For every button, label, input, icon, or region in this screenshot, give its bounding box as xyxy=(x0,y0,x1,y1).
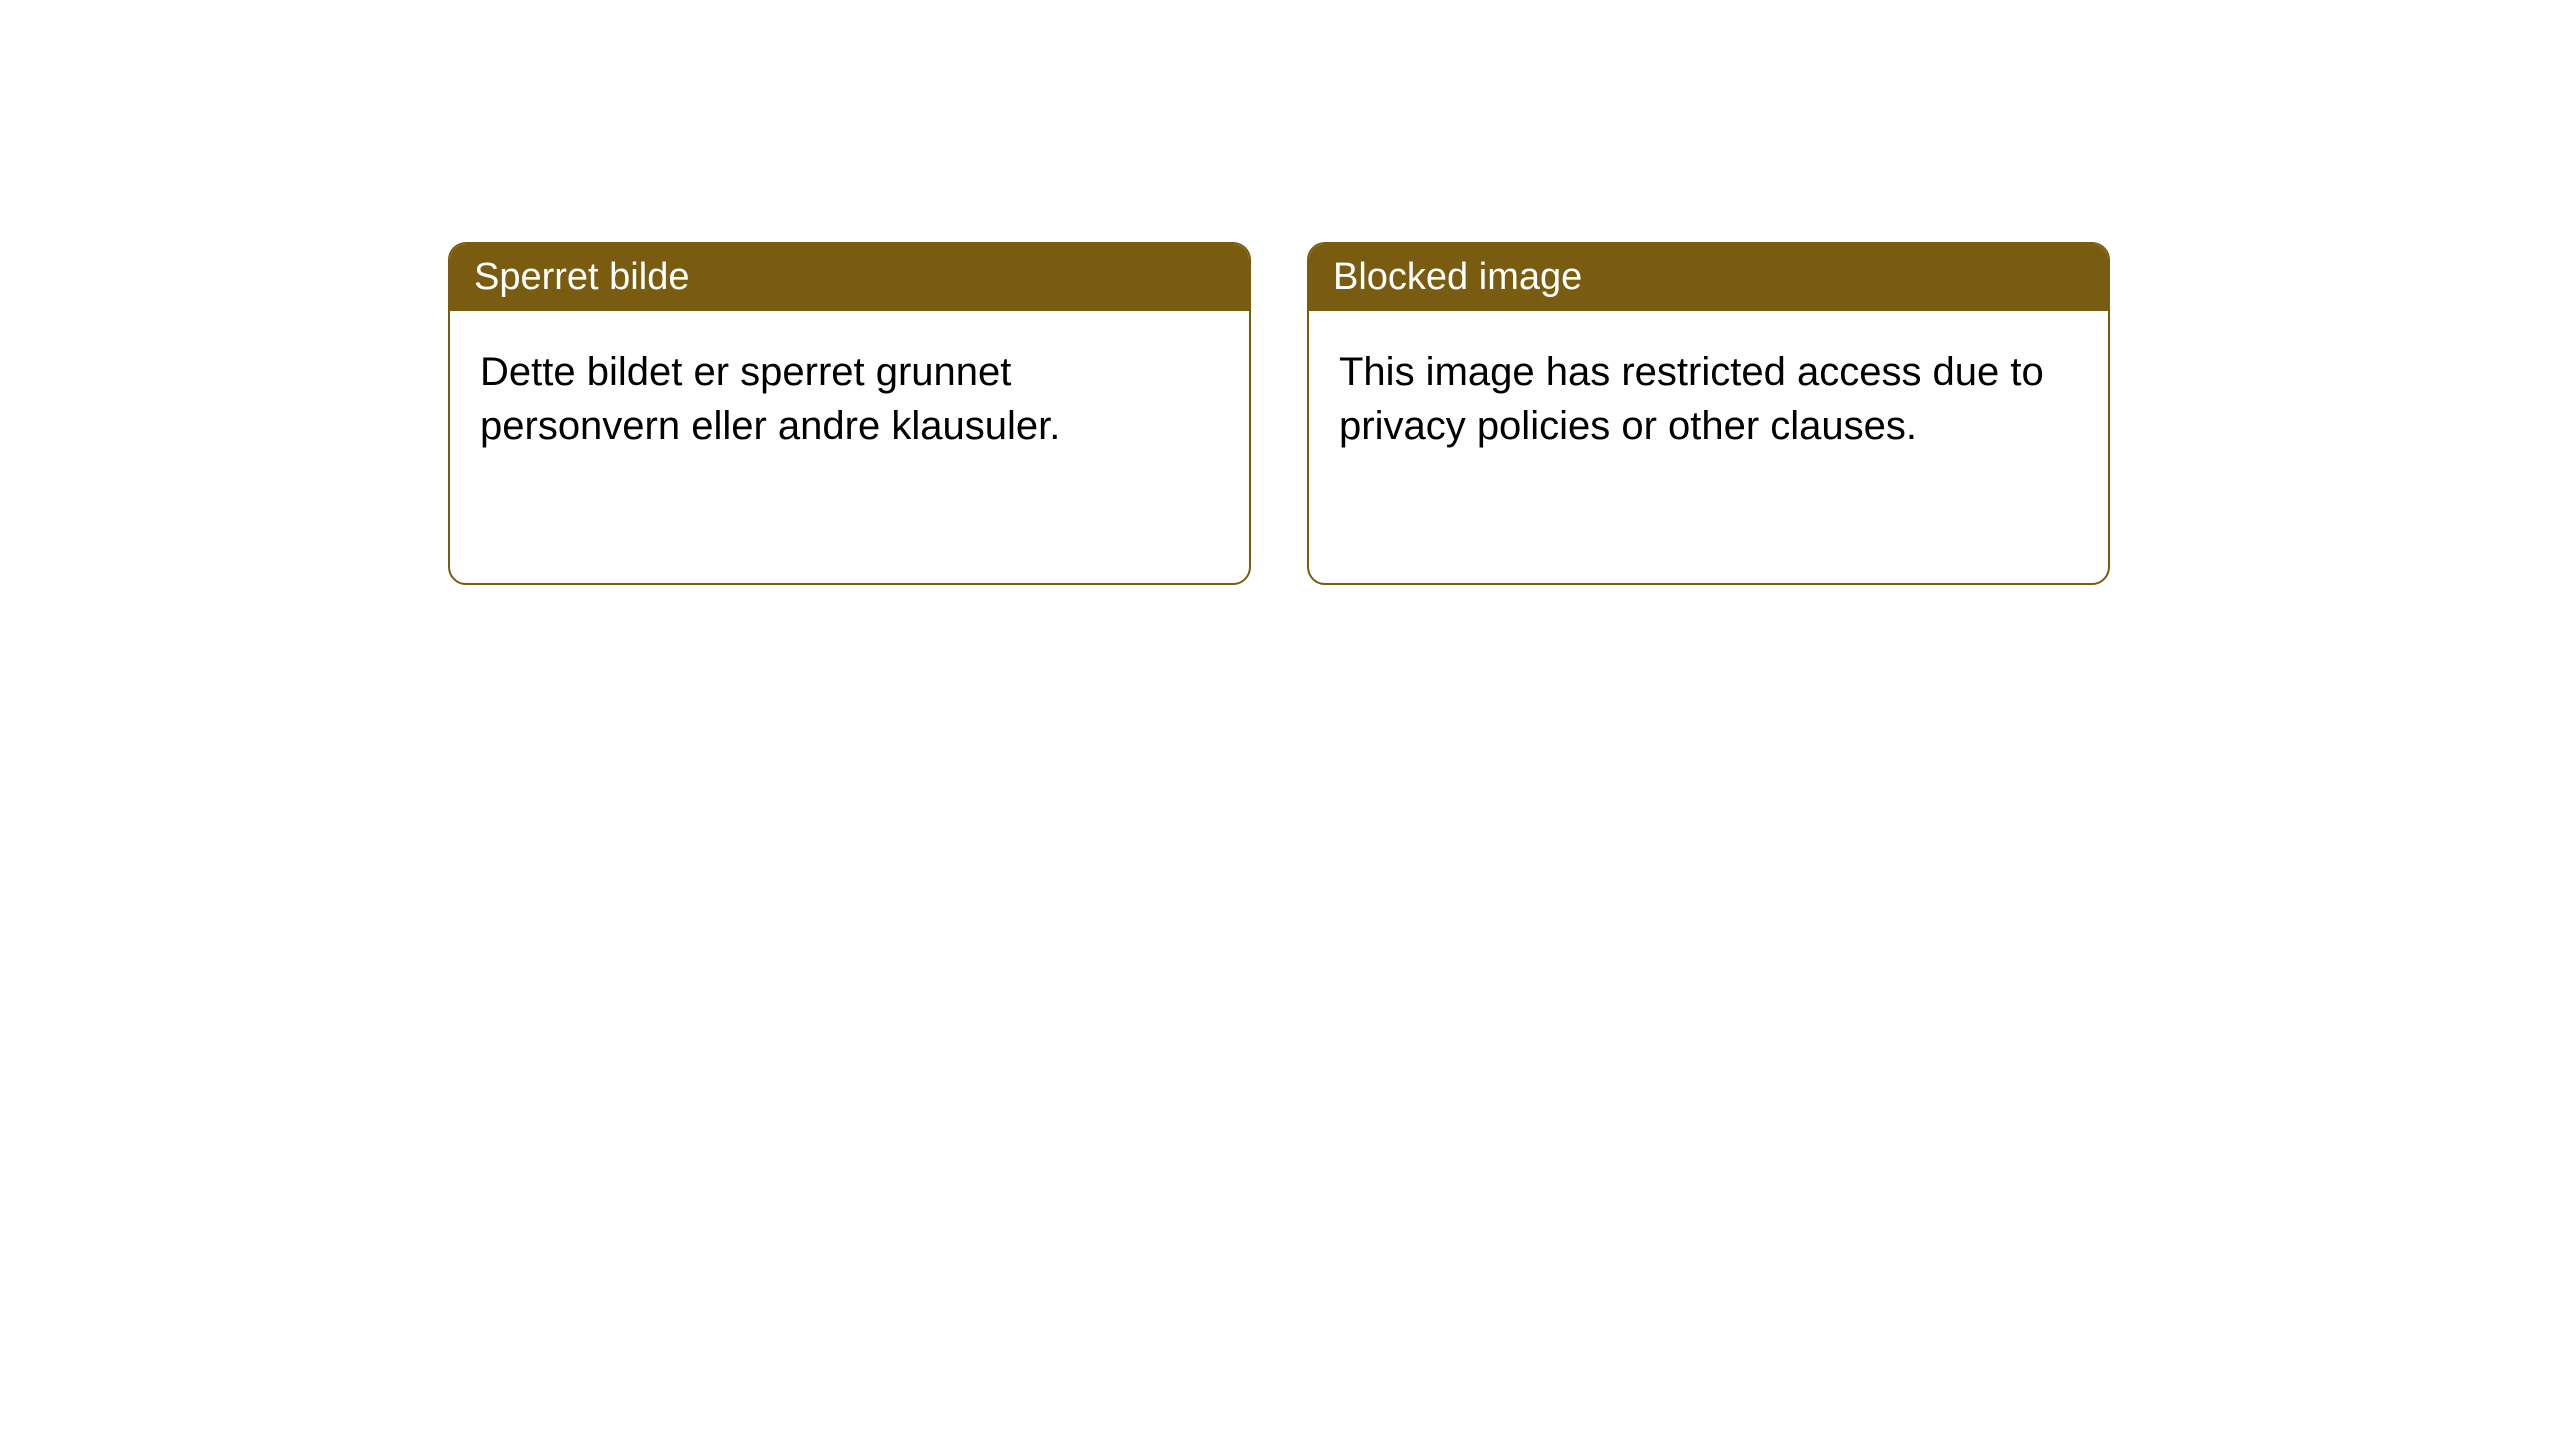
notice-container: Sperret bilde Dette bildet er sperret gr… xyxy=(0,0,2560,585)
card-message: Dette bildet er sperret grunnet personve… xyxy=(480,350,1060,448)
card-title: Blocked image xyxy=(1333,256,1582,298)
card-title: Sperret bilde xyxy=(474,256,689,298)
card-message: This image has restricted access due to … xyxy=(1339,350,2044,448)
blocked-image-card-en: Blocked image This image has restricted … xyxy=(1307,242,2110,585)
card-body: This image has restricted access due to … xyxy=(1309,311,2108,583)
blocked-image-card-no: Sperret bilde Dette bildet er sperret gr… xyxy=(448,242,1251,585)
card-header: Blocked image xyxy=(1309,244,2108,311)
card-body: Dette bildet er sperret grunnet personve… xyxy=(450,311,1249,583)
card-header: Sperret bilde xyxy=(450,244,1249,311)
